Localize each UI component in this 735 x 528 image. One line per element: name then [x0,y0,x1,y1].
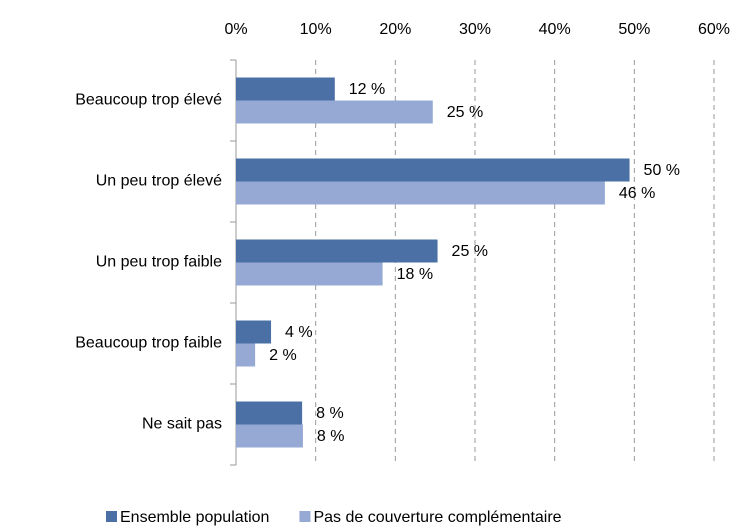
legend-swatch [106,511,117,522]
x-tick-label: 40% [539,21,571,38]
bar [236,239,438,263]
bar [236,343,256,367]
bar [236,181,605,205]
y-tick-label: Beaucoup trop faible [75,335,222,352]
x-tick-label: 60% [698,21,730,38]
x-tick-label: 20% [379,21,411,38]
data-label: 8 % [317,428,345,445]
bar [236,158,630,182]
data-label: 25 % [452,243,488,260]
data-label: 12 % [349,81,385,98]
legend-label: Ensemble population [120,509,269,526]
bar [236,401,303,425]
data-label: 25 % [447,104,483,121]
legend-swatch [299,511,311,522]
y-tick-label: Beaucoup trop élevé [75,92,222,109]
bar [236,262,383,286]
x-tick-label: 50% [618,21,650,38]
y-tick-label: Un peu trop élevé [96,173,222,190]
data-label: 50 % [644,162,680,179]
bar [236,424,303,448]
bar [236,100,433,124]
bar [236,77,335,101]
x-tick-label: 30% [459,21,491,38]
data-label: 4 % [285,324,313,341]
x-tick-label: 10% [300,21,332,38]
data-label: 8 % [316,405,344,422]
bar [236,320,272,344]
data-label: 18 % [397,266,433,283]
legend-label: Pas de couverture complémentaire [313,509,561,526]
data-label: 46 % [619,185,655,202]
y-tick-label: Ne sait pas [142,416,222,433]
data-label: 2 % [269,347,297,364]
y-tick-label: Un peu trop faible [96,254,222,271]
x-tick-label: 0% [224,21,247,38]
